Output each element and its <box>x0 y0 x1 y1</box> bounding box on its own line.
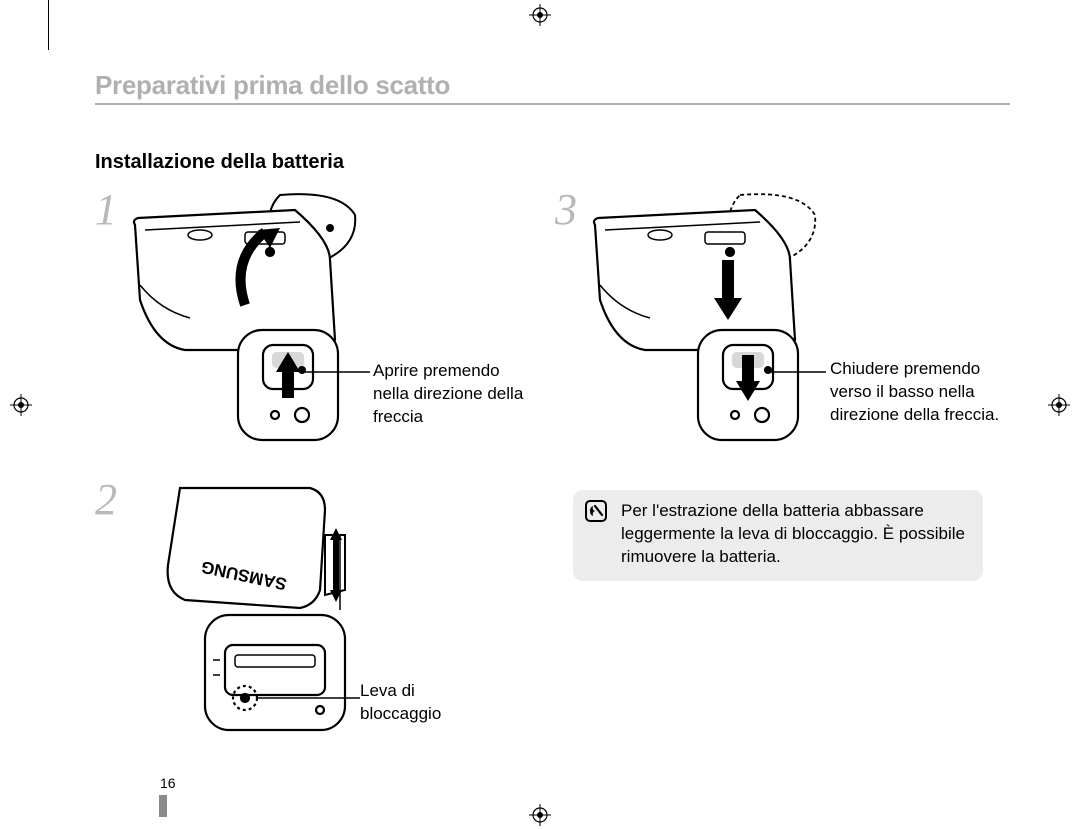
step-2-illustration: SAMSUNG <box>150 480 360 745</box>
registration-mark-right <box>1048 394 1070 416</box>
step-number: 2 <box>95 474 117 525</box>
step-2-caption: Leva di bloccaggio <box>360 680 500 726</box>
page-title: Preparativi prima dello scatto <box>95 70 1010 101</box>
page-number: 16 <box>160 775 176 791</box>
note-text: Per l'estrazione della batteria abbassar… <box>621 500 969 569</box>
registration-mark-left <box>10 394 32 416</box>
header-rule <box>95 103 1010 105</box>
section-title: Installazione della batteria <box>95 151 1010 174</box>
leader-line <box>766 368 826 376</box>
step-1-caption: Aprire premendo nella direzione della fr… <box>373 360 533 429</box>
step-number: 1 <box>95 184 117 235</box>
step-1-illustration <box>130 190 360 455</box>
note-icon <box>585 500 607 522</box>
registration-mark-top <box>529 4 551 26</box>
page-tab <box>159 795 167 817</box>
page-body: Preparativi prima dello scatto Installaz… <box>95 70 1010 789</box>
registration-mark-bottom <box>529 804 551 826</box>
step-number: 3 <box>555 184 577 235</box>
crop-mark <box>48 0 49 50</box>
step-3-caption: Chiudere premendo verso il basso nella d… <box>830 358 1000 427</box>
step-3-illustration <box>590 190 820 455</box>
leader-line <box>300 368 370 376</box>
note-box: Per l'estrazione della batteria abbassar… <box>573 490 983 581</box>
